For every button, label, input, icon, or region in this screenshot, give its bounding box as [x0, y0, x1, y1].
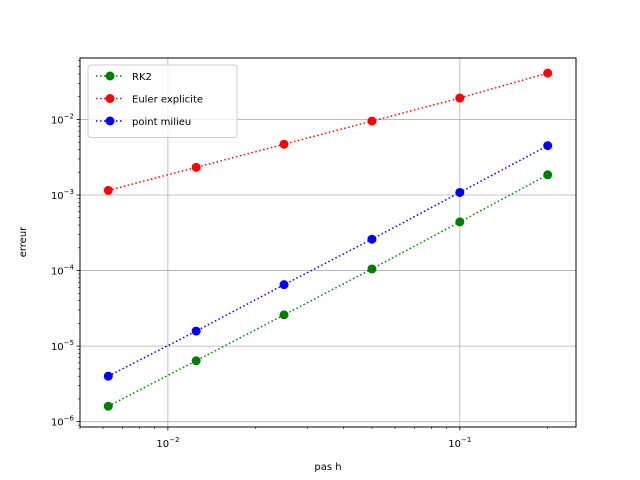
data-point [543, 170, 553, 180]
data-point [543, 141, 553, 151]
data-point [103, 371, 113, 381]
axis-ticks: 10−2 10−1 10−6 10−5 10−4 10−3 10−2 [51, 60, 549, 450]
data-point [279, 310, 289, 320]
legend: RK2 Euler explicite point milieu [87, 64, 238, 138]
legend-marker [105, 94, 115, 103]
x-axis-label: pas h [314, 462, 341, 473]
data-point [191, 326, 201, 336]
data-point [103, 401, 113, 411]
data-point [455, 93, 465, 103]
data-point [367, 264, 377, 274]
data-point [191, 356, 201, 366]
plot-series [103, 68, 553, 411]
y-axis-label: erreur [18, 226, 29, 257]
y-tick-label: 10−4 [51, 264, 75, 278]
y-tick-label: 10−3 [51, 188, 74, 202]
data-point [103, 185, 113, 195]
data-point [455, 187, 465, 197]
data-point [367, 116, 377, 126]
legend-label: RK2 [132, 72, 152, 83]
x-tick-label: 10−2 [156, 436, 179, 450]
data-point [191, 162, 201, 172]
legend-box [87, 64, 238, 138]
series-line [107, 144, 549, 377]
data-point [455, 217, 465, 227]
data-point [543, 68, 553, 78]
x-tick-label: 10−1 [448, 436, 471, 450]
y-tick-label: 10−2 [51, 112, 74, 126]
y-tick-label: 10−5 [51, 339, 74, 353]
legend-marker [105, 71, 115, 81]
y-tick-label: 10−6 [51, 415, 75, 429]
legend-marker [105, 116, 115, 126]
data-point [279, 280, 289, 290]
plot-frame [79, 57, 577, 428]
legend-label: Euler explicite [132, 95, 203, 106]
legend-label: point milieu [132, 117, 191, 128]
data-point [279, 139, 289, 149]
data-point [367, 234, 377, 244]
